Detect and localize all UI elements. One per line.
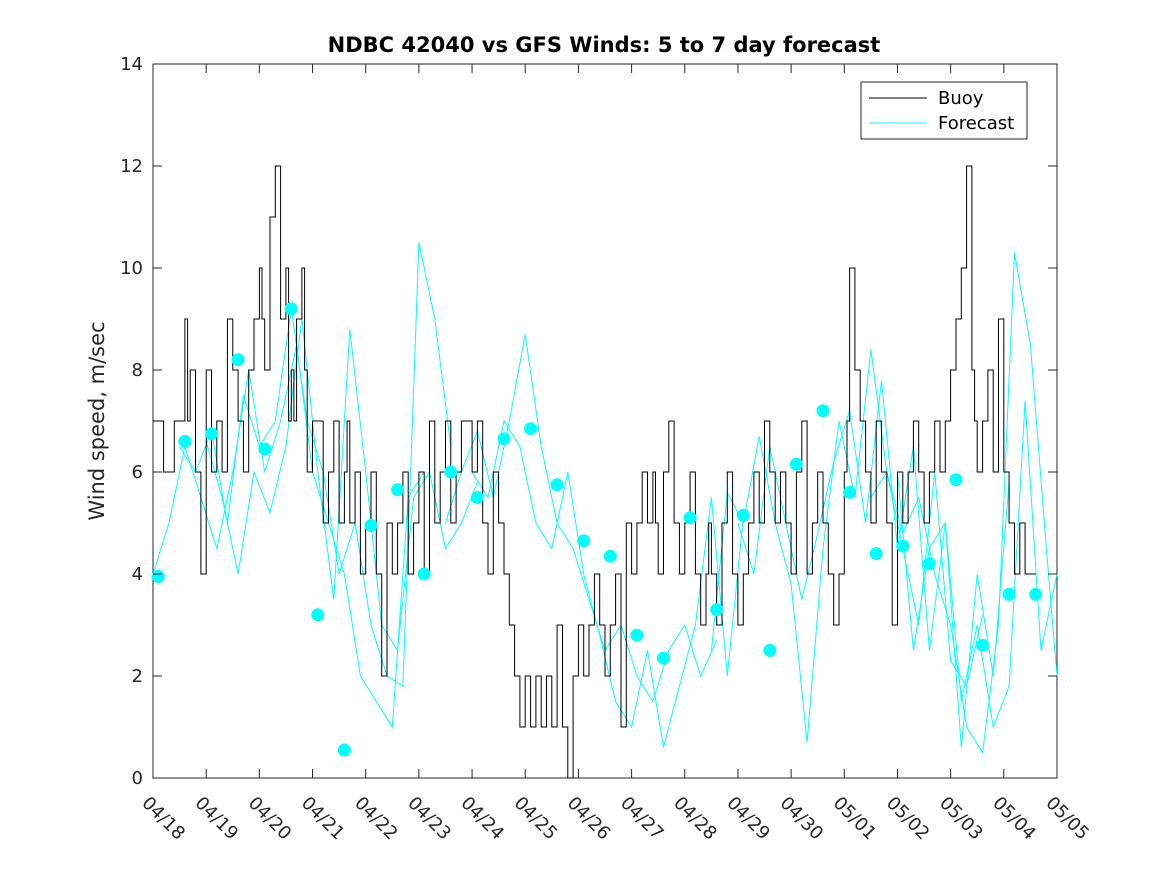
- y-tick-label: 2: [132, 666, 143, 687]
- forecast-marker: [444, 465, 458, 479]
- forecast-marker: [949, 473, 963, 487]
- forecast-marker: [736, 508, 750, 522]
- forecast-marker: [524, 422, 538, 436]
- y-tick-label: 6: [132, 462, 143, 483]
- forecast-marker: [1002, 587, 1016, 601]
- forecast-marker: [497, 432, 511, 446]
- buoy-trace: [153, 165, 1036, 779]
- forecast-marker: [896, 539, 910, 553]
- forecast-marker: [550, 478, 564, 492]
- y-tick-label: 10: [120, 258, 143, 279]
- forecast-marker: [364, 519, 378, 532]
- forecast-marker: [843, 485, 857, 499]
- forecast-trace-2: [205, 318, 478, 652]
- forecast-marker: [470, 491, 484, 504]
- y-tick-label: 12: [120, 156, 143, 177]
- y-tick-label: 4: [132, 564, 143, 585]
- forecast-marker: [710, 603, 724, 617]
- forecast-marker: [577, 534, 591, 548]
- y-axis-label: Wind speed, m/sec: [85, 321, 109, 520]
- y-tick-label: 0: [132, 768, 143, 789]
- forecast-marker: [816, 404, 830, 418]
- forecast-marker: [311, 608, 325, 622]
- y-axis: 0 2 4 6 8 10 12 14: [120, 54, 1057, 789]
- forecast-marker: [976, 638, 990, 652]
- forecast-trace-8: [897, 400, 1058, 729]
- forecast-marker: [763, 644, 777, 657]
- forecast-marker: [922, 557, 936, 571]
- forecast-trace-4: [471, 419, 744, 748]
- legend-forecast-label: Forecast: [938, 113, 1014, 134]
- forecast-markers: [151, 302, 1043, 757]
- legend-buoy-label: Buoy: [938, 88, 984, 109]
- forecast-marker: [391, 483, 405, 497]
- forecast-marker: [1029, 587, 1043, 601]
- forecast-marker: [337, 743, 351, 757]
- forecast-marker: [630, 628, 644, 642]
- forecast-marker: [683, 511, 697, 525]
- chart-title: NDBC 42040 vs GFS Winds: 5 to 7 day fore…: [328, 33, 881, 57]
- forecast-marker: [231, 353, 245, 367]
- forecast-trace-6: [737, 380, 1010, 748]
- y-tick-label: 8: [132, 360, 143, 381]
- forecast-marker: [869, 547, 883, 561]
- forecast-marker: [603, 549, 617, 563]
- forecast-marker: [657, 651, 670, 665]
- forecast-marker: [178, 434, 192, 448]
- forecast-marker: [284, 302, 298, 316]
- buoy-line: [153, 165, 1036, 779]
- legend-box: [860, 81, 1028, 140]
- forecast-marker: [205, 427, 218, 441]
- forecast-marker: [258, 442, 272, 456]
- forecast-marker: [789, 457, 803, 471]
- forecast-marker: [151, 570, 165, 583]
- legend: Buoy Forecast: [860, 81, 1028, 140]
- forecast-marker: [417, 567, 431, 581]
- y-tick-label: 14: [120, 54, 143, 75]
